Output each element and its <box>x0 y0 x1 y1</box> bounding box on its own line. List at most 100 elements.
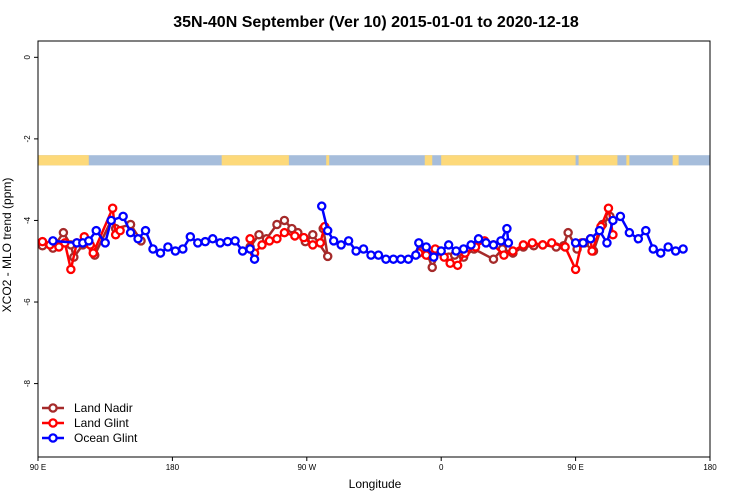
point-2-5 <box>100 238 110 248</box>
land-segment-9 <box>672 155 679 166</box>
point-2-15 <box>178 244 188 254</box>
point-0-31 <box>488 254 499 264</box>
point-2-33 <box>366 250 376 260</box>
point-1-40 <box>570 264 581 275</box>
point-2-43 <box>436 246 446 256</box>
point-2-38 <box>403 254 414 264</box>
y-tick-label-2: -4 <box>23 216 32 224</box>
x-tick-label-5: 180 <box>703 463 717 472</box>
x-tick-label-0: 90 E <box>30 463 46 472</box>
x-axis-label: Longitude <box>349 477 402 491</box>
point-2-68 <box>678 244 688 254</box>
point-2-10 <box>140 225 151 236</box>
point-0-21 <box>322 251 333 262</box>
point-1-27 <box>445 258 455 269</box>
x-tick-label-3: 0 <box>439 463 444 472</box>
land-segment-3 <box>326 155 330 166</box>
point-1-8 <box>88 248 99 258</box>
legend-marker-1 <box>48 418 58 428</box>
point-2-18 <box>200 236 211 247</box>
point-1-35 <box>518 240 529 250</box>
x-tick-label-2: 90 W <box>297 463 316 472</box>
point-1-28 <box>452 260 463 271</box>
point-2-17 <box>193 238 203 248</box>
point-1-43 <box>587 246 597 256</box>
point-1-12 <box>245 234 255 244</box>
legend-marker-0 <box>48 403 58 413</box>
point-2-46 <box>458 244 469 254</box>
land-segment-1 <box>58 155 89 166</box>
point-0-16 <box>279 215 290 226</box>
point-2-9 <box>133 234 143 244</box>
point-2-22 <box>230 236 240 246</box>
point-2-54 <box>570 238 581 248</box>
point-2-8 <box>125 227 136 238</box>
point-1-4 <box>66 264 76 275</box>
ocean-band <box>38 155 710 166</box>
land-ocean-strip <box>38 155 710 166</box>
point-2-39 <box>411 250 421 260</box>
point-2-37 <box>396 254 406 264</box>
point-2-20 <box>215 238 225 248</box>
land-segment-4 <box>424 155 433 166</box>
point-2-65 <box>655 248 666 258</box>
point-2-40 <box>414 238 424 248</box>
series-2 <box>48 201 688 264</box>
x-axis: 90 E 180 90 W 0 90 E 180 <box>30 457 717 472</box>
point-1-34 <box>508 246 518 256</box>
point-1-11 <box>115 225 125 236</box>
point-2-21 <box>222 236 233 247</box>
point-2-4 <box>91 225 101 236</box>
point-1-20 <box>308 240 318 250</box>
point-2-35 <box>381 254 391 264</box>
point-2-51 <box>496 236 506 246</box>
point-2-64 <box>648 244 659 254</box>
point-2-29 <box>336 240 346 250</box>
point-2-32 <box>358 244 369 254</box>
point-1-39 <box>560 242 570 252</box>
point-0-20 <box>308 229 318 240</box>
series-layer <box>37 201 688 275</box>
point-2-11 <box>148 244 158 254</box>
point-2-47 <box>466 240 476 250</box>
point-2-12 <box>155 248 166 258</box>
point-2-30 <box>343 236 354 246</box>
point-1-38 <box>546 238 557 248</box>
point-2-58 <box>602 238 612 248</box>
point-1-21 <box>315 238 325 248</box>
legend-label-1: Land Glint <box>74 416 129 430</box>
point-2-34 <box>373 250 384 260</box>
point-2-66 <box>663 242 673 252</box>
point-2-50 <box>488 240 499 250</box>
point-2-55 <box>578 238 588 248</box>
series-line-segment <box>92 207 114 254</box>
point-1-19 <box>299 232 309 243</box>
point-2-59 <box>608 215 618 226</box>
point-2-14 <box>170 246 181 256</box>
point-2-6 <box>106 215 116 226</box>
point-1-45 <box>603 203 614 213</box>
point-1-15 <box>264 236 275 246</box>
point-2-53 <box>503 238 514 248</box>
y-tick-label-1: -2 <box>23 135 32 143</box>
point-0-25 <box>427 262 437 273</box>
point-2-41 <box>421 242 432 252</box>
point-2-13 <box>163 242 173 252</box>
point-2-67 <box>670 246 681 256</box>
legend-label-0: Land Nadir <box>74 401 133 415</box>
point-1-0 <box>37 236 48 247</box>
point-1-14 <box>257 240 267 250</box>
point-0-13 <box>254 229 264 240</box>
point-1-9 <box>107 203 118 213</box>
point-2-42 <box>428 252 439 262</box>
point-2-0 <box>48 236 58 246</box>
legend-label-2: Ocean Glint <box>74 431 138 445</box>
legend-marker-2 <box>48 433 58 443</box>
point-1-33 <box>499 250 509 260</box>
point-2-26 <box>316 201 327 211</box>
land-segment-7 <box>599 155 618 166</box>
point-2-45 <box>451 246 461 256</box>
land-segment-5 <box>441 155 576 166</box>
